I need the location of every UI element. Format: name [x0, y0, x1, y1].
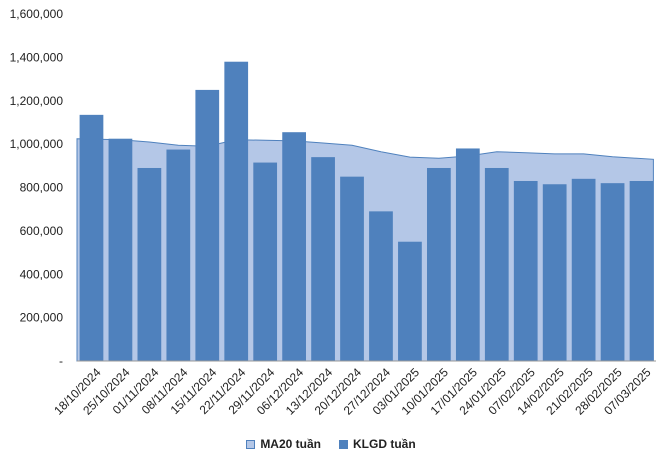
y-tick-label: 200,000: [20, 311, 64, 325]
bar-klgd: [282, 132, 306, 361]
bar-klgd: [253, 162, 278, 361]
bar-klgd: [629, 180, 654, 361]
legend-item-klgd: KLGD tuần: [339, 437, 416, 451]
bar-klgd: [542, 184, 567, 361]
y-tick-label: 1,600,000: [10, 7, 64, 21]
bar-klgd: [195, 89, 220, 361]
bar-klgd: [484, 167, 509, 361]
bar-klgd: [427, 167, 451, 361]
bar-klgd: [513, 180, 538, 361]
bar-klgd: [79, 114, 104, 361]
bar-klgd: [311, 157, 335, 361]
legend: MA20 tuần KLGD tuần: [0, 436, 662, 452]
legend-item-ma20: MA20 tuần: [246, 437, 321, 451]
y-tick-label: 400,000: [20, 267, 64, 281]
y-tick-label: 600,000: [20, 224, 64, 238]
legend-swatch-klgd: [339, 439, 348, 449]
bar-klgd: [398, 241, 422, 361]
bar-klgd: [108, 138, 133, 361]
ma20-area: [76, 138, 654, 362]
legend-swatch-ma20: [246, 439, 256, 449]
y-tick-label: 1,400,000: [10, 50, 64, 64]
y-tick-label: 800,000: [20, 181, 64, 195]
y-tick-label: 1,000,000: [10, 137, 64, 151]
bar-klgd: [600, 183, 625, 361]
legend-label-ma20: MA20 tuần: [260, 437, 321, 451]
bar-klgd: [571, 178, 596, 361]
y-tick-label: -: [59, 354, 63, 368]
bar-klgd: [224, 61, 249, 362]
bar-klgd: [340, 176, 364, 361]
y-tick-label: 1,200,000: [10, 94, 64, 108]
bar-klgd: [137, 167, 162, 361]
bar-klgd: [369, 211, 393, 361]
bar-klgd: [455, 148, 480, 361]
legend-label-klgd: KLGD tuần: [353, 437, 416, 451]
bar-klgd: [166, 149, 191, 361]
